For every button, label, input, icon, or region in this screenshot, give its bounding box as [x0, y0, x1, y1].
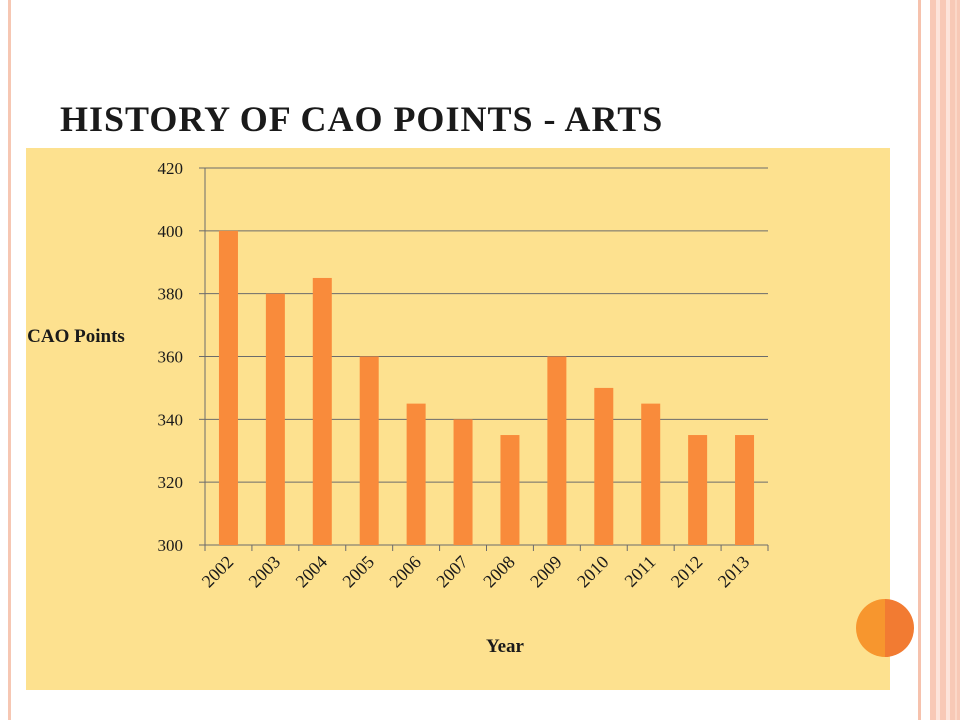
y-axis-title: CAO Points	[27, 326, 125, 347]
x-tick-label: 2006	[385, 552, 425, 592]
bar-2012	[688, 435, 708, 545]
x-tick-label: 2002	[198, 552, 238, 592]
bar-2009	[547, 356, 567, 545]
slide-frame-right	[918, 0, 921, 720]
slide-title: HISTORY OF CAO POINTS - ARTS	[60, 99, 664, 139]
bar-2010	[594, 387, 614, 545]
x-tick-label: 2004	[292, 552, 332, 592]
y-tick-label: 400	[158, 222, 184, 241]
x-tick-label: 2003	[245, 552, 285, 592]
x-tick-label: 2011	[620, 552, 659, 591]
slide-frame-right-stripe	[955, 0, 957, 720]
x-tick-label: 2007	[432, 552, 472, 592]
bar-2005	[359, 356, 379, 545]
bar-2006	[406, 403, 426, 545]
x-axis-title: Year	[486, 636, 524, 657]
x-tick-label: 2009	[526, 552, 566, 592]
y-tick-label: 420	[158, 159, 184, 178]
bar-2007	[453, 419, 473, 545]
bar-2003	[265, 293, 285, 545]
x-tick-label: 2005	[338, 552, 378, 592]
slide-frame-right-stripe	[946, 0, 950, 720]
decorative-circle-icon	[856, 599, 914, 657]
y-tick-label: 340	[158, 410, 184, 429]
y-tick-label: 360	[158, 348, 184, 367]
slide-frame-right-stripe	[936, 0, 940, 720]
bar-2008	[500, 435, 520, 545]
bar-2002	[218, 230, 238, 546]
bar-2013	[735, 435, 755, 545]
x-tick-label: 2013	[714, 552, 754, 592]
x-tick-label: 2010	[573, 552, 613, 592]
y-tick-label: 320	[158, 473, 184, 492]
bar-2004	[312, 277, 332, 545]
bar-2011	[641, 403, 661, 545]
x-tick-label: 2008	[479, 552, 519, 592]
y-tick-label: 300	[158, 536, 184, 555]
x-tick-label: 2012	[667, 552, 707, 592]
y-tick-label: 380	[158, 285, 184, 304]
slide-frame-left	[8, 0, 11, 720]
